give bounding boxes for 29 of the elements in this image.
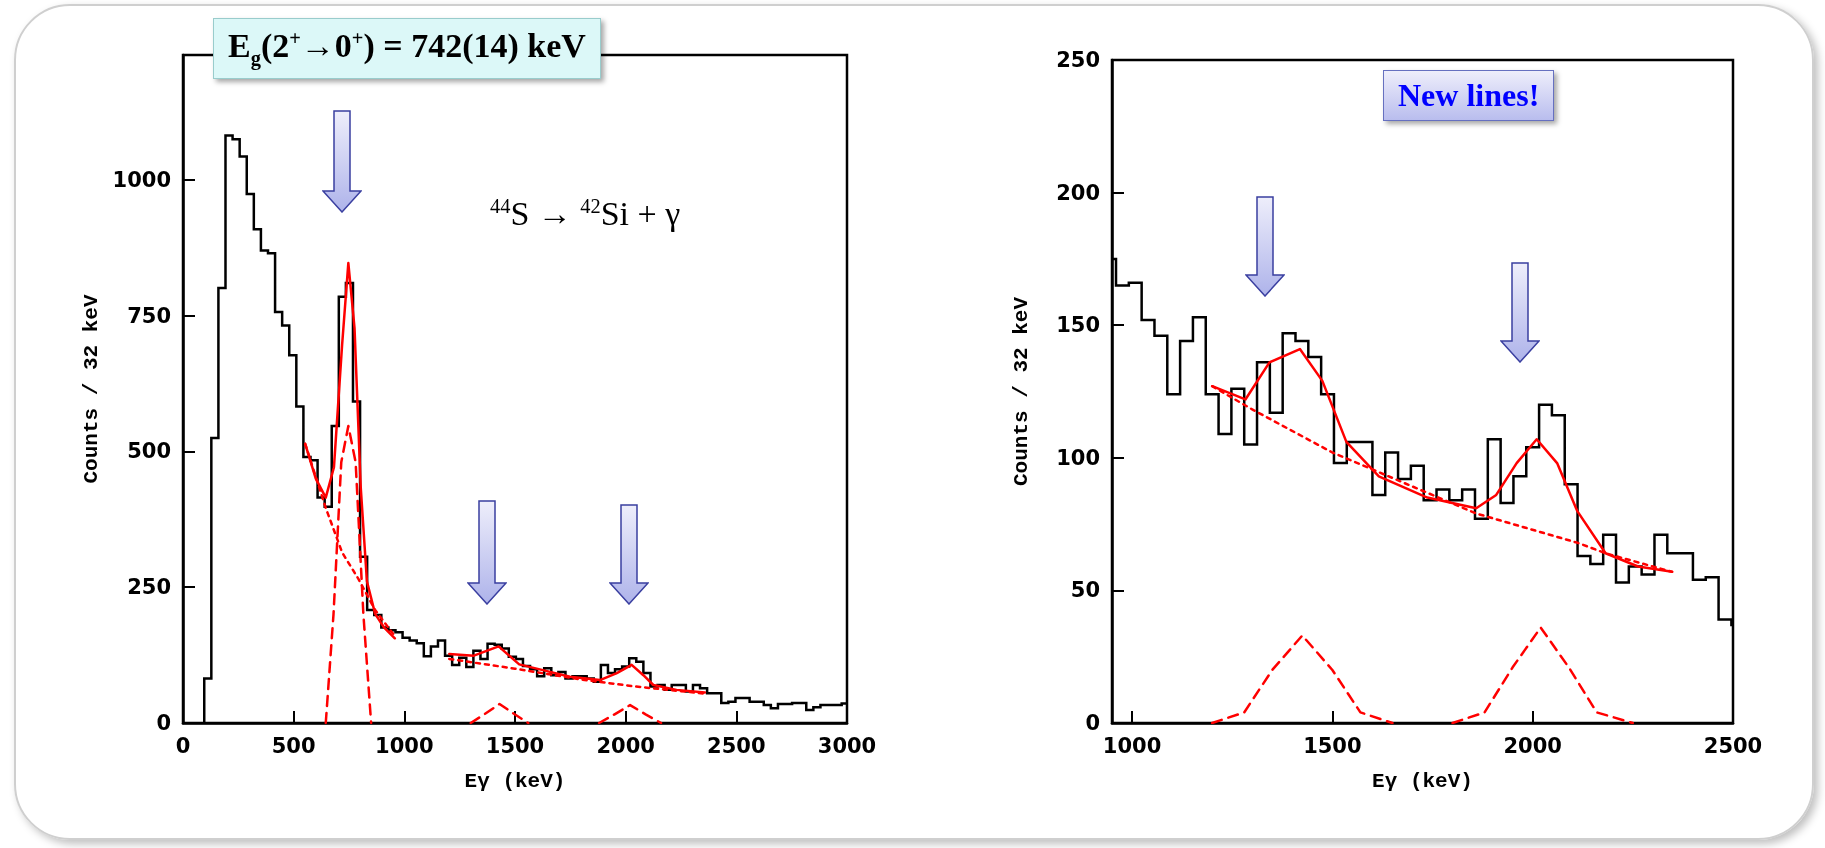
y-tick-label: 200 bbox=[1056, 180, 1100, 205]
x-tick-label: 1500 bbox=[485, 733, 545, 758]
x-tick-label: 500 bbox=[271, 733, 316, 758]
x-tick-label: 2000 bbox=[596, 733, 655, 758]
x-tick-label: 2500 bbox=[1703, 733, 1763, 758]
y-tick-label: 50 bbox=[1070, 578, 1100, 603]
y-axis-title: Counts / 32 keV bbox=[1010, 296, 1033, 487]
annotation: $^{44}$S → $^{42}$Si + γ bbox=[490, 195, 681, 234]
x-axis-title: Eγ (keV) bbox=[464, 770, 566, 793]
y-tick-label: 0 bbox=[156, 711, 171, 735]
y-tick-label: 250 bbox=[127, 575, 171, 600]
x-tick-label: 2500 bbox=[707, 733, 766, 758]
x-tick-label: 3000 bbox=[817, 733, 877, 758]
x-tick-label: 1000 bbox=[1102, 733, 1162, 758]
x-axis-title: Eγ (keV) bbox=[1372, 770, 1473, 793]
annotation: New lines! bbox=[1383, 70, 1555, 121]
y-tick-label: 1000 bbox=[112, 167, 171, 192]
y-tick-label: 750 bbox=[127, 303, 171, 328]
x-tick-label: 0 bbox=[175, 733, 191, 758]
y-tick-label: 150 bbox=[1056, 313, 1100, 338]
x-tick-label: 1500 bbox=[1303, 733, 1362, 758]
y-tick-label: 250 bbox=[1056, 48, 1100, 72]
y-tick-label: 0 bbox=[1085, 711, 1100, 735]
x-tick-label: 1000 bbox=[375, 733, 434, 758]
y-tick-label: 500 bbox=[127, 439, 171, 464]
y-tick-label: 100 bbox=[1056, 445, 1100, 470]
y-axis-title: Counts / 32 keV bbox=[79, 294, 103, 484]
x-tick-label: 2000 bbox=[1503, 733, 1562, 758]
annotation: E$_{g}$(2$^{+}$→0$^{+}$) = 742(14) keV bbox=[213, 18, 601, 80]
